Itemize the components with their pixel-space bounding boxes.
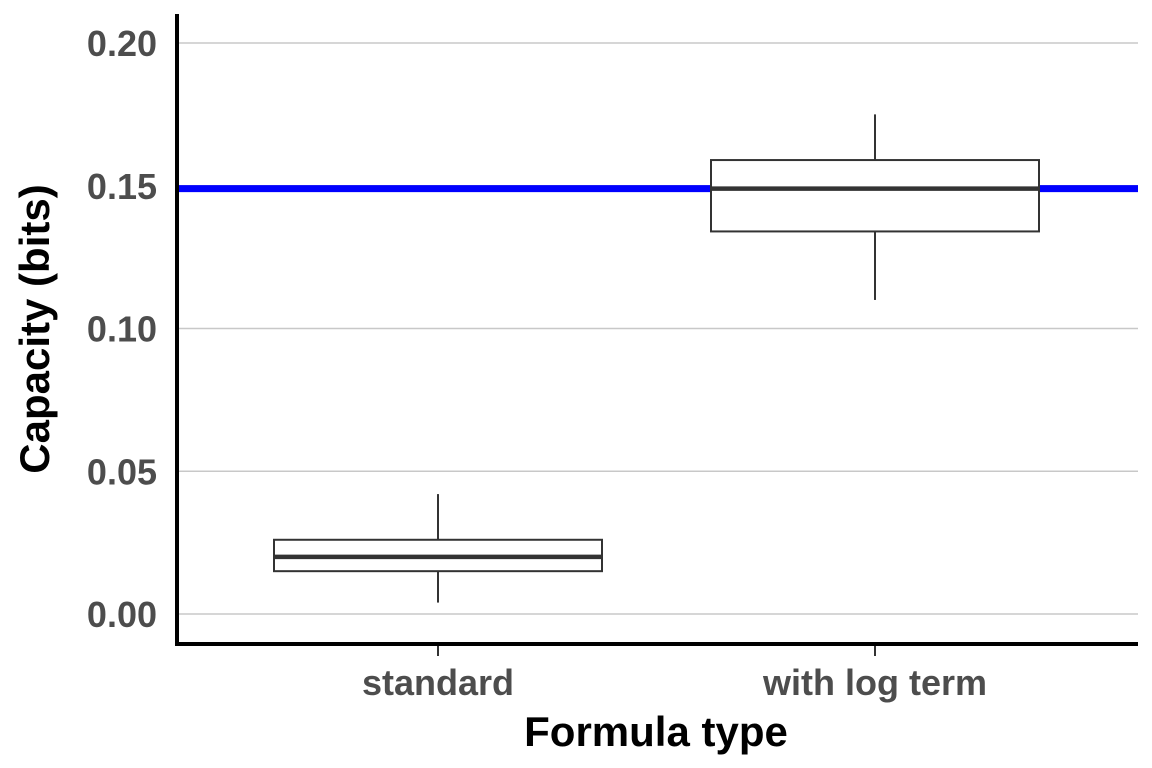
boxes-layer [273,114,1040,603]
x-tick-labels: standard with log term [362,646,987,703]
y-axis-title: Capacity (bits) [11,184,58,473]
grid-lines [177,42,1138,615]
y-tick-labels: 0.00 0.05 0.10 0.15 0.20 [87,23,157,635]
y-tick-label: 0.00 [87,594,157,635]
y-tick-label: 0.10 [87,309,157,350]
y-tick-label: 0.05 [87,451,157,492]
box [710,159,1040,233]
x-axis-title: Formula type [524,708,788,755]
y-tick-label: 0.20 [87,23,157,64]
x-tick-label: with log term [762,662,987,703]
x-tick-label: standard [362,662,514,703]
axes [175,14,1138,646]
y-tick-label: 0.15 [87,166,157,207]
